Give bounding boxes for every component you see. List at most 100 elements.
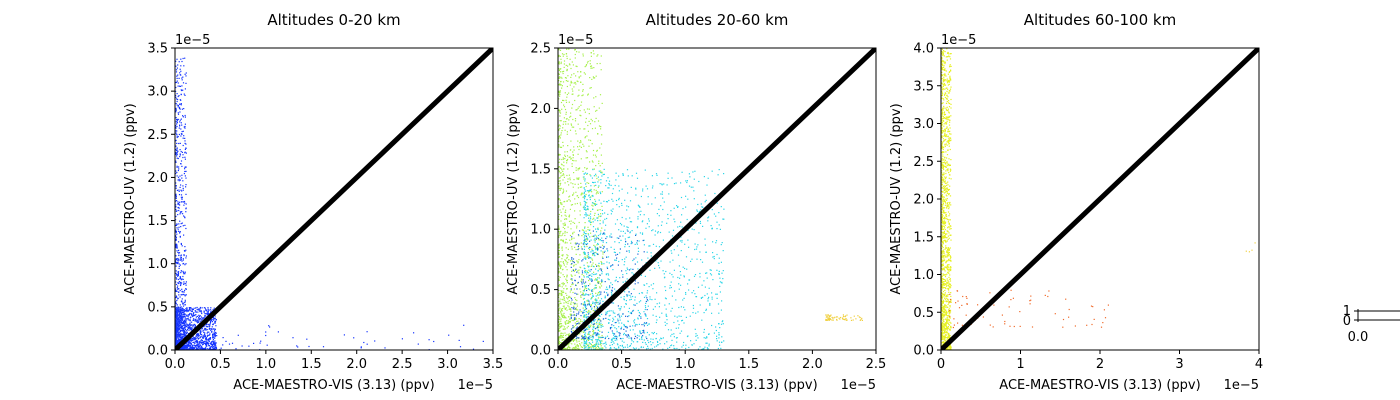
scatter-point [584,128,586,130]
scatter-point [184,273,186,275]
scatter-point [639,313,641,315]
scatter-point [627,226,629,229]
scatter-point [568,156,570,158]
scatter-point [627,192,629,194]
scatter-point [180,309,182,311]
scatter-point [175,151,177,154]
scatter-point [631,272,633,274]
scatter-point [570,82,572,84]
scatter-point [184,299,186,301]
scatter-point [600,55,602,57]
scatter-point [182,225,184,227]
scatter-point [581,331,583,333]
scatter-point [189,344,191,346]
scatter-point [579,142,581,144]
scatter-point [175,145,177,147]
scatter-point [697,286,700,288]
scatter-point [584,253,586,256]
scatter-point [190,329,192,331]
scatter-point [571,165,573,167]
scatter-point [715,326,717,328]
scatter-point [194,314,196,317]
scatter-point [575,133,577,135]
scatter-point [212,335,214,337]
scatter-point [583,311,585,313]
scatter-point [561,282,563,285]
scatter-point [195,307,197,309]
scatter-point [558,48,560,50]
y-tick-label: 3.0 [147,85,168,100]
scatter-point [589,346,592,348]
scatter-point [428,339,430,341]
scatter-point [203,317,205,319]
scatter-point [560,187,562,189]
scatter-point [180,243,182,245]
scatter-point [569,296,571,298]
scatter-point [597,209,599,211]
scatter-point [592,208,594,210]
scatter-point [192,325,194,327]
scatter-point [601,279,603,281]
scatter-point [577,167,579,170]
scatter-point [677,206,679,208]
scatter-point [637,317,639,319]
scatter-point [176,80,178,82]
scatter-point [199,311,201,313]
scatter-point [568,214,571,216]
scatter-point [650,344,652,346]
scatter-point [567,298,569,300]
scatter-point [183,315,185,317]
scatter-point [718,341,721,343]
scatter-point [196,308,198,310]
scatter-point [566,327,568,329]
scatter-point [592,161,594,163]
scatter-point [591,275,593,277]
scatter-point [561,254,563,256]
scatter-point [614,339,616,341]
scatter-point [616,237,618,239]
scatter-point [567,65,569,67]
scatter-point [594,121,596,123]
scatter-point [568,184,570,186]
scatter-point [586,62,589,64]
scatter-point [184,152,186,154]
scatter-point [175,307,177,309]
scatter-point [636,341,638,343]
scatter-point [577,309,579,311]
scatter-point [581,192,583,194]
scatter-point [560,290,562,292]
scatter-point [570,313,572,315]
scatter-point [197,321,200,323]
scatter-point [662,270,664,272]
scatter-point [181,298,183,300]
scatter-point [306,338,308,340]
scatter-point [600,240,602,242]
scatter-point [562,158,565,160]
scatter-point [177,336,179,338]
scatter-point [683,322,685,324]
scatter-point [673,333,675,335]
scatter-point [704,194,706,196]
scatter-point [594,302,596,304]
scatter-point [622,173,624,175]
scatter-point [197,337,199,339]
scatter-point [652,333,654,335]
scatter-point [208,338,211,340]
scatter-point [566,348,569,350]
scatter-point [559,292,561,294]
scatter-point [629,231,631,233]
scatter-point [706,336,708,338]
scatter-point [560,61,562,63]
scatter-point [185,211,187,213]
scatter-point [643,214,645,216]
scatter-point [177,169,179,172]
scatter-point [560,323,563,325]
y-tick-label: 3.5 [147,42,168,57]
scatter-point [688,173,690,175]
scatter-point [181,245,183,247]
scatter-point [580,104,582,106]
scatter-point [631,340,633,342]
scatter-point [181,211,183,213]
scatter-point [645,306,647,309]
scatter-point [563,328,565,330]
